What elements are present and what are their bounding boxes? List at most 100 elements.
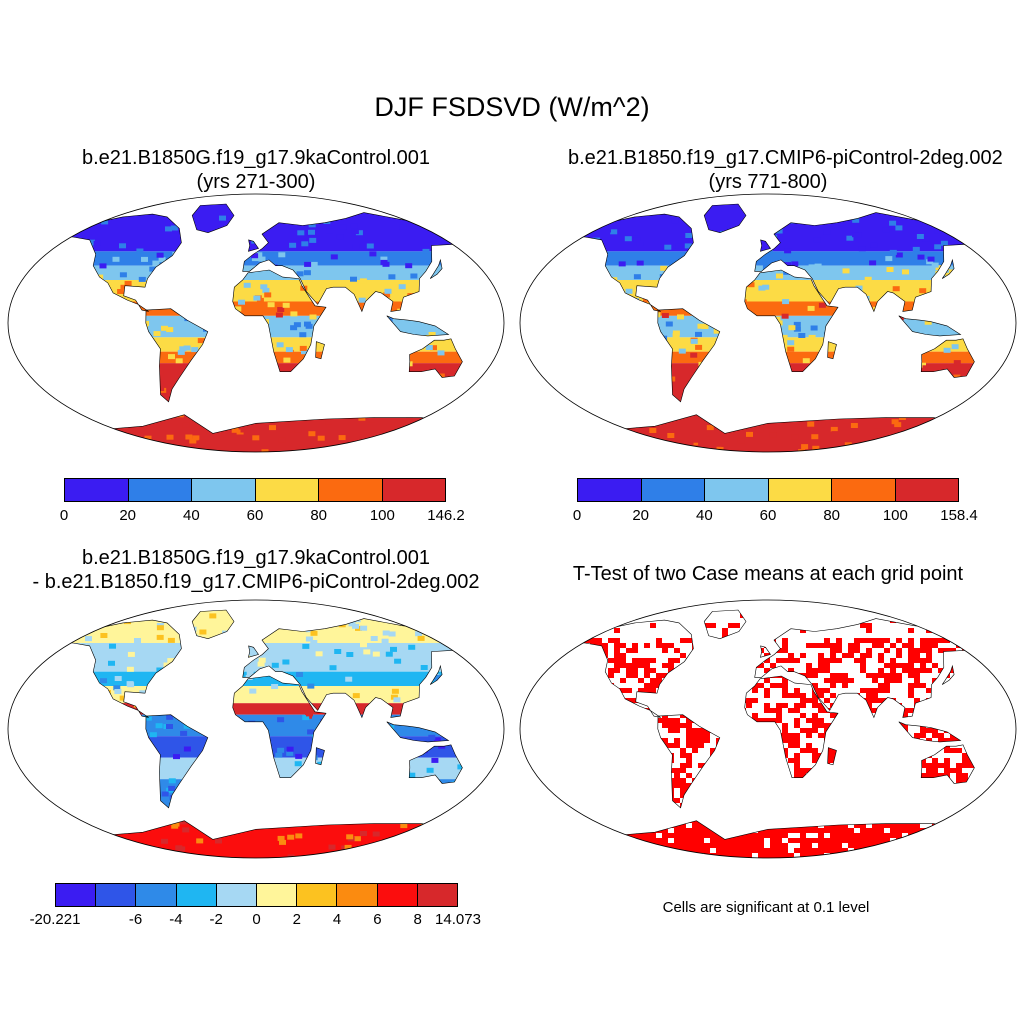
grid-cell — [310, 630, 318, 636]
significant-cell — [686, 763, 692, 768]
grid-cell — [134, 638, 141, 643]
significant-cell — [650, 658, 656, 663]
significant-cell — [938, 638, 944, 643]
significant-cell — [710, 853, 716, 858]
significant-cell — [734, 848, 740, 853]
grid-cell — [428, 444, 436, 450]
grid-cell — [542, 252, 549, 257]
significant-cell — [662, 673, 668, 678]
significant-cell — [920, 853, 926, 858]
significant-cell — [758, 838, 764, 843]
grid-cell — [889, 220, 897, 226]
grid-cell — [945, 451, 953, 452]
significant-cell — [620, 663, 626, 668]
grid-cell — [571, 193, 578, 198]
grid-cell — [385, 451, 393, 452]
significant-cell — [962, 843, 968, 848]
grid-cell — [787, 340, 795, 346]
significant-cell — [950, 738, 956, 743]
grid-cell — [443, 620, 451, 626]
grid-cell — [791, 261, 799, 267]
significant-cell — [878, 638, 884, 643]
significant-cell — [926, 688, 932, 693]
grid-cell — [919, 288, 927, 294]
significant-cell — [926, 638, 932, 643]
significant-cell — [956, 778, 962, 783]
grid-cell — [260, 284, 268, 290]
significant-cell — [548, 808, 554, 813]
significant-cell — [608, 838, 614, 843]
grid-cell — [390, 612, 398, 618]
significant-cell — [1016, 703, 1018, 708]
grid-cell — [258, 256, 266, 262]
grid-cell — [695, 331, 702, 337]
significant-cell — [782, 853, 788, 858]
significant-cell — [890, 853, 896, 858]
grid-cell — [974, 199, 981, 204]
significant-cell — [578, 828, 584, 833]
significant-cell — [560, 858, 566, 860]
significant-cell — [980, 833, 986, 838]
significant-cell — [932, 638, 938, 643]
grid-cell — [388, 274, 396, 280]
significant-cell — [650, 683, 656, 688]
significant-cell — [830, 693, 836, 698]
significant-cell — [872, 708, 878, 713]
grid-cell — [136, 248, 144, 254]
grid-cell — [437, 350, 445, 356]
significant-cell — [926, 658, 932, 663]
significant-cell — [584, 848, 590, 853]
significant-cell — [680, 788, 686, 793]
significant-cell — [842, 653, 848, 658]
significant-cell — [536, 803, 542, 808]
significant-cell — [572, 828, 578, 833]
significant-cell — [608, 673, 614, 678]
significant-cell — [926, 853, 932, 858]
significant-cell — [602, 833, 608, 838]
grid-cell — [26, 655, 33, 660]
grid-cell — [326, 228, 333, 234]
significant-cell — [830, 673, 836, 678]
grid-cell — [831, 431, 839, 437]
significant-cell — [818, 843, 824, 848]
grid-cell — [287, 854, 295, 858]
significant-cell — [806, 838, 812, 843]
colorbar-tick-label: 0 — [252, 911, 261, 928]
grid-cell — [415, 631, 423, 637]
significant-cell — [998, 848, 1003, 853]
grid-cell — [450, 825, 458, 831]
grid-cell — [56, 831, 64, 836]
significant-cell — [788, 658, 794, 663]
significant-cell — [1010, 763, 1016, 768]
grid-cell — [504, 805, 506, 810]
significant-cell — [836, 858, 842, 860]
significant-cell — [992, 833, 998, 838]
grid-cell — [852, 232, 859, 238]
grid-cell — [8, 195, 15, 200]
significant-cell — [566, 848, 572, 853]
grid-cell — [384, 288, 392, 294]
grid-cell — [9, 274, 16, 279]
significant-cell — [920, 843, 926, 848]
significant-cell — [806, 768, 812, 773]
significant-cell — [662, 833, 668, 838]
significant-cell — [788, 743, 794, 748]
significant-cell — [704, 833, 710, 838]
significant-cell — [680, 823, 686, 828]
significant-cell — [818, 848, 824, 853]
significant-cell — [644, 833, 650, 838]
significant-cell — [818, 718, 824, 723]
significant-cell — [812, 713, 818, 718]
grid-cell — [182, 827, 190, 833]
significant-cell — [920, 763, 926, 768]
significant-cell — [644, 858, 650, 860]
colorbar-tick-label: -20.221 — [29, 911, 81, 928]
grid-cell — [684, 243, 692, 249]
grid-cell — [179, 819, 187, 825]
significant-cell — [914, 668, 920, 673]
significant-cell — [800, 693, 806, 698]
field-band — [561, 251, 1003, 266]
significant-cell — [632, 643, 638, 648]
significant-cell — [746, 703, 752, 708]
significant-cell — [830, 658, 836, 663]
